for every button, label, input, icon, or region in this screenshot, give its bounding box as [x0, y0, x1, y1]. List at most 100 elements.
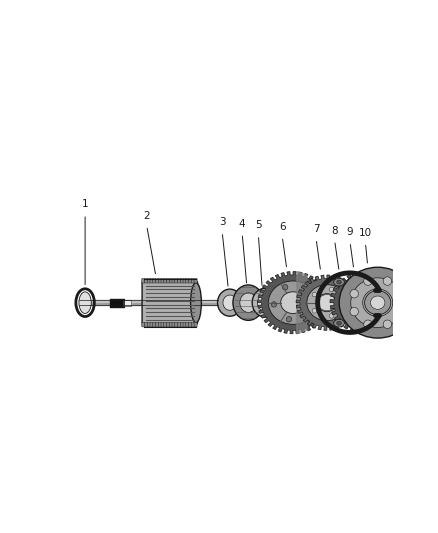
Ellipse shape [79, 292, 91, 313]
Circle shape [350, 308, 358, 316]
FancyBboxPatch shape [169, 278, 172, 283]
Ellipse shape [318, 295, 336, 311]
FancyBboxPatch shape [169, 322, 172, 327]
FancyBboxPatch shape [155, 322, 159, 327]
Circle shape [364, 320, 372, 328]
Polygon shape [258, 271, 328, 334]
Ellipse shape [191, 282, 201, 322]
FancyBboxPatch shape [183, 278, 186, 283]
Ellipse shape [363, 289, 393, 317]
Circle shape [397, 308, 406, 316]
Circle shape [283, 285, 288, 290]
FancyBboxPatch shape [147, 278, 150, 283]
FancyBboxPatch shape [145, 322, 148, 327]
Ellipse shape [240, 293, 257, 312]
FancyBboxPatch shape [153, 278, 156, 283]
Circle shape [340, 301, 345, 305]
FancyBboxPatch shape [188, 278, 192, 283]
Ellipse shape [337, 321, 341, 325]
FancyBboxPatch shape [180, 278, 184, 283]
FancyBboxPatch shape [177, 278, 180, 283]
FancyBboxPatch shape [142, 281, 198, 324]
Circle shape [312, 292, 317, 297]
Ellipse shape [218, 289, 242, 316]
Ellipse shape [414, 321, 419, 325]
FancyBboxPatch shape [158, 322, 161, 327]
Ellipse shape [414, 280, 419, 284]
FancyBboxPatch shape [194, 278, 197, 283]
FancyBboxPatch shape [142, 278, 145, 283]
Circle shape [286, 317, 292, 322]
Text: 6: 6 [279, 222, 286, 232]
Ellipse shape [411, 319, 422, 327]
FancyBboxPatch shape [172, 322, 175, 327]
Circle shape [350, 289, 358, 298]
Circle shape [307, 309, 312, 314]
Ellipse shape [339, 267, 416, 338]
FancyBboxPatch shape [186, 278, 189, 283]
Text: 2: 2 [143, 211, 150, 221]
FancyBboxPatch shape [142, 322, 145, 327]
Ellipse shape [233, 285, 264, 320]
FancyBboxPatch shape [188, 322, 192, 327]
Circle shape [329, 287, 334, 292]
Ellipse shape [411, 278, 422, 286]
Circle shape [383, 320, 392, 328]
FancyBboxPatch shape [172, 278, 175, 283]
Ellipse shape [252, 288, 279, 317]
FancyBboxPatch shape [191, 278, 194, 283]
Ellipse shape [317, 294, 337, 312]
Circle shape [397, 289, 406, 298]
FancyBboxPatch shape [161, 278, 164, 283]
FancyBboxPatch shape [175, 278, 178, 283]
Polygon shape [297, 271, 307, 334]
Ellipse shape [258, 294, 273, 311]
Ellipse shape [351, 278, 405, 327]
Text: 10: 10 [359, 228, 372, 238]
Text: 1: 1 [82, 199, 88, 209]
Text: 5: 5 [255, 220, 261, 230]
Text: 8: 8 [331, 225, 338, 236]
FancyBboxPatch shape [186, 322, 189, 327]
Ellipse shape [371, 296, 385, 309]
Ellipse shape [334, 278, 344, 286]
Text: 3: 3 [219, 217, 226, 227]
FancyBboxPatch shape [175, 322, 178, 327]
FancyBboxPatch shape [177, 322, 180, 327]
Text: 9: 9 [346, 227, 353, 237]
FancyBboxPatch shape [183, 322, 186, 327]
Ellipse shape [268, 281, 318, 325]
FancyBboxPatch shape [150, 278, 153, 283]
Circle shape [364, 277, 372, 285]
Ellipse shape [223, 295, 237, 310]
FancyBboxPatch shape [158, 278, 161, 283]
FancyBboxPatch shape [145, 278, 148, 283]
Ellipse shape [334, 319, 344, 327]
Ellipse shape [350, 290, 378, 315]
FancyBboxPatch shape [161, 322, 164, 327]
Circle shape [383, 277, 392, 285]
FancyBboxPatch shape [166, 322, 170, 327]
Ellipse shape [364, 290, 391, 314]
FancyBboxPatch shape [180, 322, 184, 327]
FancyBboxPatch shape [147, 322, 150, 327]
FancyBboxPatch shape [164, 278, 167, 283]
Text: 7: 7 [313, 224, 319, 234]
Ellipse shape [281, 292, 305, 313]
Circle shape [312, 309, 317, 313]
FancyBboxPatch shape [164, 322, 167, 327]
Circle shape [304, 289, 310, 294]
FancyBboxPatch shape [194, 322, 197, 327]
Circle shape [329, 313, 334, 318]
Polygon shape [330, 272, 398, 333]
FancyBboxPatch shape [191, 322, 194, 327]
FancyBboxPatch shape [153, 322, 156, 327]
Circle shape [271, 302, 276, 307]
Text: 4: 4 [239, 219, 245, 229]
Polygon shape [296, 275, 358, 330]
Ellipse shape [337, 280, 341, 284]
FancyBboxPatch shape [155, 278, 159, 283]
Ellipse shape [350, 290, 378, 315]
FancyBboxPatch shape [150, 322, 153, 327]
FancyBboxPatch shape [166, 278, 170, 283]
